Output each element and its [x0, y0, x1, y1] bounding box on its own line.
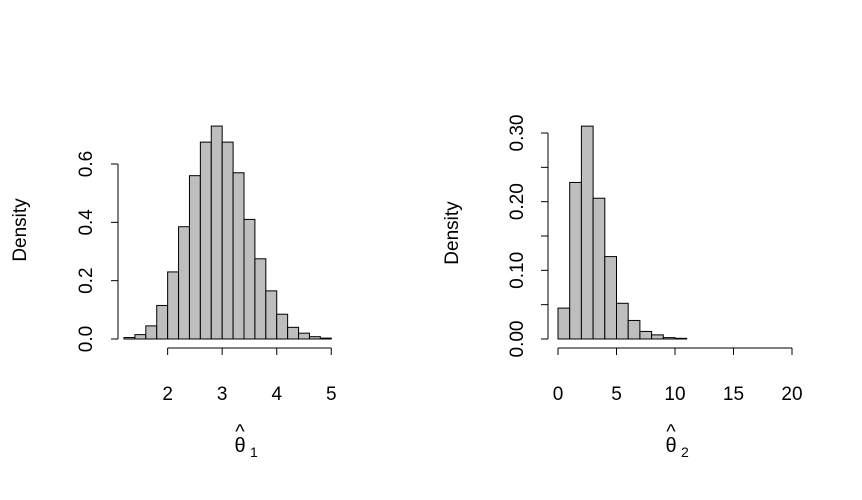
x-tick-label: 15 [723, 384, 744, 405]
x-tick-label: 0 [553, 384, 564, 405]
histogram-bar [662, 337, 676, 340]
histogram-bar [210, 125, 223, 340]
histogram-bar [265, 290, 278, 340]
histogram-bar [221, 141, 234, 340]
x-axis-title-symbol: θ [665, 435, 676, 457]
x-axis-title: θ^ 2 [665, 421, 689, 460]
y-tick-label: 0.2 [76, 267, 97, 293]
histogram-bar [580, 125, 594, 340]
histogram-bar [232, 172, 245, 340]
x-axis-title-hat: ^ [666, 421, 676, 443]
histogram-bar [639, 330, 653, 340]
histogram-bar [156, 304, 169, 340]
x-tick-label: 20 [781, 384, 802, 405]
histogram-bar [167, 271, 180, 340]
histogram-bar [616, 302, 629, 340]
y-tick-label: 0.00 [507, 321, 528, 358]
y-tick-label: 0.6 [76, 151, 97, 177]
histogram-bar [592, 197, 606, 340]
histogram-bar [319, 337, 332, 340]
x-axis-title: θ^ 1 [234, 421, 258, 460]
histogram-bar [188, 175, 201, 340]
histogram-bar [254, 258, 267, 340]
histogram-bar [199, 141, 212, 340]
histogram-panel-2: 0 5 10 15 20 0.00 0.10 0.20 0.30 Density θ^ 2 [442, 115, 803, 460]
y-tick-label: 0.0 [76, 326, 97, 352]
histogram-bar [145, 325, 158, 340]
histogram-bar [627, 319, 641, 340]
x-axis-title-subscript: 1 [250, 444, 258, 460]
y-axis-title: Density [442, 201, 463, 265]
x-axis-title-symbol: θ [234, 435, 245, 457]
histogram-bar [276, 313, 289, 340]
histogram-bar [123, 337, 136, 340]
x-tick-label: 3 [217, 384, 228, 405]
x-tick-label: 5 [326, 384, 337, 405]
x-tick-label: 2 [162, 384, 173, 405]
histogram-bar [243, 218, 256, 340]
histogram-bar [178, 226, 190, 340]
y-tick-label: 0.30 [507, 115, 528, 152]
histogram-bar [569, 181, 582, 340]
y-tick-label: 0.4 [76, 209, 97, 236]
histogram-bar [298, 332, 310, 340]
x-tick-label: 4 [271, 384, 282, 405]
x-tick-label: 10 [664, 384, 685, 405]
x-axis-title-subscript: 2 [681, 444, 689, 460]
histogram-panel-1: 2 3 4 5 0.0 0.2 0.4 0.6 Density θ^ 1 [10, 125, 337, 460]
histogram-bar [134, 334, 147, 340]
y-tick-label: 0.10 [507, 252, 528, 289]
x-axis-title-hat: ^ [235, 421, 245, 443]
histogram-bar [557, 307, 571, 340]
histogram-bar [651, 334, 664, 340]
histogram-bar [287, 326, 300, 340]
histogram-bar [308, 336, 321, 340]
x-tick-label: 5 [611, 384, 622, 405]
histogram-bar [604, 256, 617, 340]
y-tick-label: 0.20 [507, 183, 528, 220]
y-axis-title: Density [10, 198, 31, 262]
histogram-bar [674, 337, 688, 340]
